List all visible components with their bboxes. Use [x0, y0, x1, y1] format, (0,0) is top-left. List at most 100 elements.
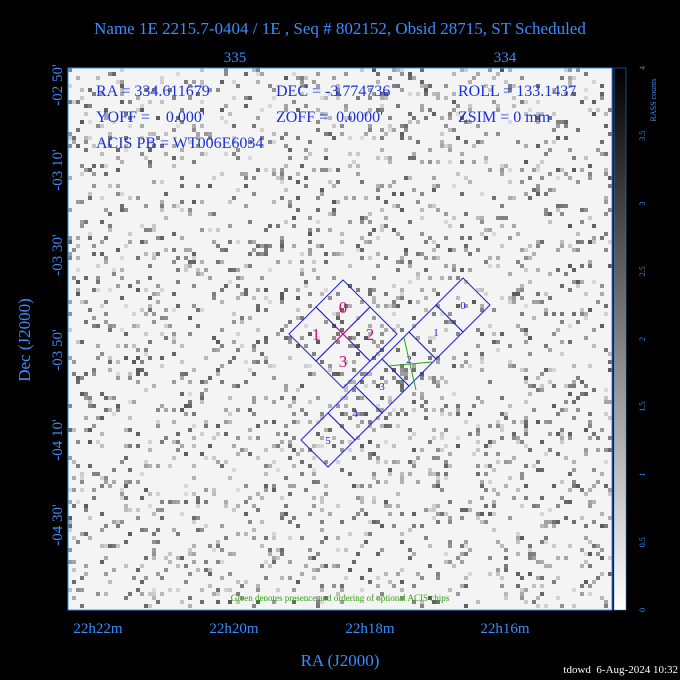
noise-pixel [220, 364, 224, 368]
noise-pixel [560, 480, 564, 484]
noise-pixel [468, 108, 472, 112]
noise-pixel [392, 304, 396, 308]
noise-pixel [556, 208, 560, 212]
noise-pixel [72, 504, 76, 508]
noise-pixel [140, 580, 144, 584]
noise-pixel [324, 112, 328, 116]
noise-pixel [476, 428, 480, 432]
noise-pixel [244, 176, 248, 180]
noise-pixel [272, 364, 276, 368]
noise-pixel [100, 352, 104, 356]
noise-pixel [188, 392, 192, 396]
noise-pixel [532, 464, 536, 468]
noise-pixel [92, 496, 96, 500]
noise-pixel [212, 292, 216, 296]
noise-pixel [376, 188, 380, 192]
noise-pixel [580, 100, 584, 104]
noise-pixel [80, 576, 84, 580]
noise-pixel [336, 592, 340, 596]
noise-pixel [296, 196, 300, 200]
noise-pixel [264, 168, 268, 172]
noise-pixel [464, 120, 468, 124]
noise-pixel [468, 180, 472, 184]
noise-pixel [140, 308, 144, 312]
noise-pixel [528, 352, 532, 356]
noise-pixel [284, 220, 288, 224]
noise-pixel [272, 420, 276, 424]
noise-pixel [76, 100, 80, 104]
noise-pixel [256, 168, 260, 172]
noise-pixel [236, 408, 240, 412]
noise-pixel [464, 68, 468, 72]
noise-pixel [412, 524, 416, 528]
noise-pixel [380, 348, 384, 352]
noise-pixel [512, 224, 516, 228]
noise-pixel [384, 460, 388, 464]
noise-pixel [432, 428, 436, 432]
noise-pixel [148, 100, 152, 104]
noise-pixel [176, 124, 180, 128]
noise-pixel [136, 588, 140, 592]
acis-i-label: 2 [366, 325, 375, 344]
noise-pixel [380, 548, 384, 552]
noise-pixel [276, 432, 280, 436]
noise-pixel [460, 236, 464, 240]
noise-pixel [608, 240, 612, 244]
noise-pixel [400, 236, 404, 240]
noise-pixel [488, 88, 492, 92]
noise-pixel [224, 120, 228, 124]
noise-pixel [284, 424, 288, 428]
noise-pixel [556, 120, 560, 124]
noise-pixel [548, 212, 552, 216]
noise-pixel [432, 312, 436, 316]
noise-pixel [524, 304, 528, 308]
noise-pixel [444, 552, 448, 556]
noise-pixel [196, 568, 200, 572]
noise-pixel [608, 368, 612, 372]
noise-pixel [248, 264, 252, 268]
noise-pixel [68, 240, 72, 244]
noise-pixel [168, 324, 172, 328]
noise-pixel [272, 376, 276, 380]
noise-pixel [476, 472, 480, 476]
noise-pixel [548, 220, 552, 224]
note: Green denotes presence and ordering of o… [231, 593, 450, 603]
noise-pixel [504, 548, 508, 552]
noise-pixel [68, 300, 72, 304]
noise-pixel [512, 292, 516, 296]
noise-pixel [252, 192, 256, 196]
noise-pixel [344, 196, 348, 200]
noise-pixel [564, 124, 568, 128]
noise-pixel [584, 96, 588, 100]
noise-pixel [320, 444, 324, 448]
noise-pixel [544, 420, 548, 424]
noise-pixel [284, 432, 288, 436]
noise-pixel [128, 372, 132, 376]
noise-pixel [320, 112, 324, 116]
noise-pixel [148, 308, 152, 312]
noise-pixel [72, 428, 76, 432]
noise-pixel [376, 196, 380, 200]
noise-pixel [496, 492, 500, 496]
noise-pixel [428, 84, 432, 88]
noise-pixel [160, 288, 164, 292]
noise-pixel [296, 316, 300, 320]
noise-pixel [76, 288, 80, 292]
noise-pixel [608, 492, 612, 496]
noise-pixel [116, 192, 120, 196]
noise-pixel [336, 340, 340, 344]
noise-pixel [392, 328, 396, 332]
noise-pixel [400, 136, 404, 140]
noise-pixel [308, 304, 312, 308]
noise-pixel [160, 404, 164, 408]
noise-pixel [104, 320, 108, 324]
noise-pixel [212, 492, 216, 496]
noise-pixel [228, 552, 232, 556]
noise-pixel [364, 372, 368, 376]
noise-pixel [400, 384, 404, 388]
noise-pixel [580, 240, 584, 244]
noise-pixel [80, 220, 84, 224]
noise-pixel [312, 480, 316, 484]
noise-pixel [296, 172, 300, 176]
noise-pixel [104, 116, 108, 120]
